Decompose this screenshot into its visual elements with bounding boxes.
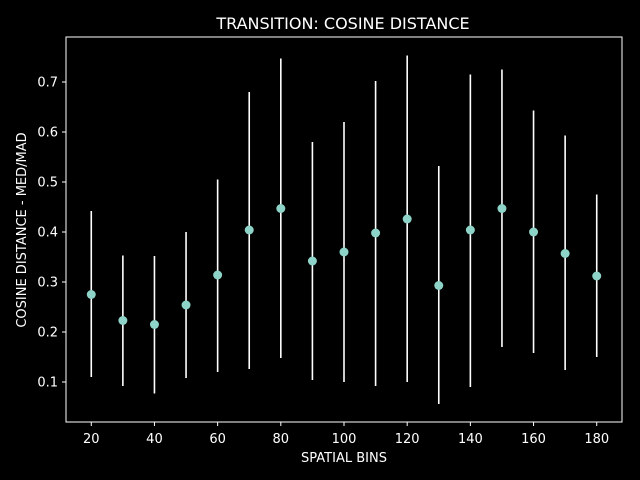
y-tick-label: 0.3 [37, 276, 58, 291]
y-tick-label: 0.1 [37, 376, 58, 391]
y-tick-label: 0.2 [37, 326, 58, 341]
data-point [118, 316, 128, 325]
y-tick-label: 0.5 [37, 176, 58, 191]
x-tick-label: 60 [209, 432, 226, 447]
y-tick-label: 0.6 [37, 126, 58, 141]
data-point [434, 281, 444, 290]
x-tick-label: 20 [83, 432, 100, 447]
x-tick-label: 80 [273, 432, 290, 447]
data-point [465, 225, 475, 235]
x-tick-label: 140 [458, 432, 483, 447]
data-point [560, 249, 570, 258]
data-point [529, 227, 539, 237]
data-point [497, 204, 507, 213]
data-point [181, 300, 191, 310]
x-tick-label: 100 [332, 432, 357, 447]
data-point [307, 256, 317, 266]
data-point [592, 271, 602, 281]
x-tick-label: 40 [146, 432, 163, 447]
plot-marks [86, 55, 602, 404]
x-tick-label: 160 [521, 432, 546, 447]
data-point [339, 247, 349, 257]
data-point [371, 228, 381, 238]
x-tick-label: 180 [584, 432, 609, 447]
chart-title: TRANSITION: COSINE DISTANCE [215, 14, 469, 33]
data-point [213, 270, 223, 280]
y-axis: 0.1 0.2 0.3 0.4 0.5 0.6 0.7 [37, 76, 66, 391]
y-tick-label: 0.7 [37, 76, 58, 91]
y-tick-label: 0.4 [37, 226, 58, 241]
x-axis-label: SPATIAL BINS [301, 451, 387, 466]
data-point [149, 320, 159, 329]
data-point [402, 214, 412, 224]
data-point [244, 225, 254, 235]
data-point [276, 204, 286, 213]
data-point [86, 290, 96, 299]
y-axis-label: COSINE DISTANCE - MED/MAD [15, 132, 30, 327]
x-axis: 20 40 60 80 100 120 140 160 180 [83, 422, 609, 447]
x-tick-label: 120 [395, 432, 420, 447]
